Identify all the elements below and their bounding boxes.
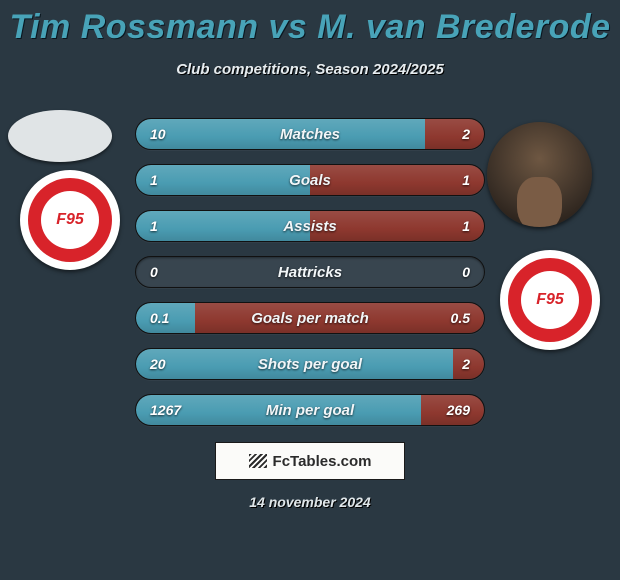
brand-icon <box>249 454 267 468</box>
brand-text: FcTables.com <box>273 453 372 470</box>
stat-value-right: 0 <box>462 257 470 287</box>
club-badge-right-text: F95 <box>521 271 579 329</box>
player-right-avatar <box>487 122 592 227</box>
stat-bar-left <box>136 211 310 241</box>
club-badge-left-text: F95 <box>41 191 99 249</box>
stat-row: 0 0Hattricks <box>135 256 485 288</box>
club-badge-right: F95 <box>500 250 600 350</box>
stat-bar-right <box>310 211 484 241</box>
stat-value-right: 1 <box>462 211 470 241</box>
stat-value-right: 269 <box>447 395 470 425</box>
club-badge-left: F95 <box>20 170 120 270</box>
stat-row: 11Assists <box>135 210 485 242</box>
stat-row: 1267269Min per goal <box>135 394 485 426</box>
stat-bar-left <box>136 165 310 195</box>
brand-badge: FcTables.com <box>215 442 405 480</box>
stat-bar-right <box>195 303 484 333</box>
stat-value-left: 1 <box>150 211 158 241</box>
stat-value-left: 1267 <box>150 395 181 425</box>
player-left-avatar <box>8 110 112 162</box>
stat-value-right: 1 <box>462 165 470 195</box>
stat-value-left: 20 <box>150 349 166 379</box>
stat-label: Hattricks <box>136 257 484 287</box>
page-title: Tim Rossmann vs M. van Brederode <box>0 0 620 47</box>
stat-value-left: 0.1 <box>150 303 169 333</box>
page-subtitle: Club competitions, Season 2024/2025 <box>0 61 620 78</box>
stat-bar-left <box>136 119 425 149</box>
stat-bar-right <box>425 119 484 149</box>
stat-value-right: 0.5 <box>451 303 470 333</box>
stat-bar-right <box>310 165 484 195</box>
stat-value-left: 1 <box>150 165 158 195</box>
stat-value-left: 10 <box>150 119 166 149</box>
stat-row: 202Shots per goal <box>135 348 485 380</box>
stat-row: 11Goals <box>135 164 485 196</box>
stat-value-right: 2 <box>462 119 470 149</box>
footer-date: 14 november 2024 <box>0 494 620 510</box>
stat-value-left: 0 <box>150 257 158 287</box>
stats-container: 102Matches11Goals11Assists00Hattricks0.1… <box>135 118 485 440</box>
stat-row: 102Matches <box>135 118 485 150</box>
stat-bar-left <box>136 349 453 379</box>
stat-row: 0.10.5Goals per match <box>135 302 485 334</box>
stat-value-right: 2 <box>462 349 470 379</box>
